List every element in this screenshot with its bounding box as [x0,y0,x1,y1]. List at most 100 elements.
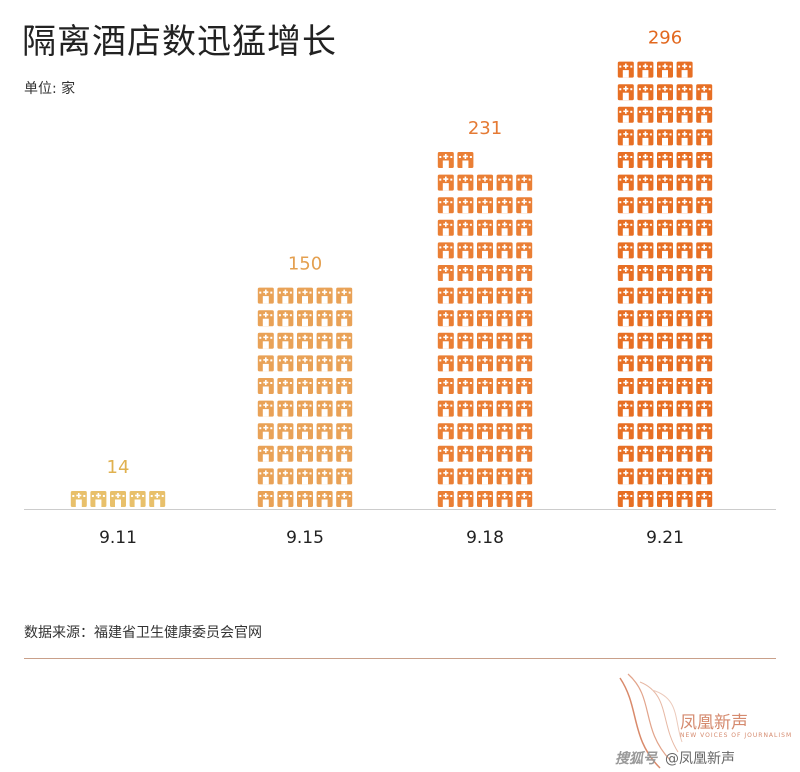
hotel-icon [477,491,493,507]
hotel-icon [437,219,454,236]
hotel-icon [477,197,493,214]
hotel-icon [516,310,533,327]
hotel-icon [676,106,693,123]
hotel-icon [437,265,454,281]
hotel-icon [617,310,634,327]
hotel-icon [657,197,673,214]
hotel-icon [437,287,454,304]
hotel-icon [257,378,274,394]
hotel-icon [696,423,713,440]
hotel-icon [637,84,654,101]
hotel-icon [457,355,474,372]
hotel-icon [637,106,654,123]
hotel-icon [496,468,513,485]
hotel-icon [457,219,474,236]
hotel-icon [457,332,474,349]
hotel-icon [696,400,713,417]
hotel-icon [277,468,294,485]
hotel-icon [696,129,713,146]
hotel-icon [617,491,634,507]
credit-text: @凤凰新声 [665,751,735,767]
hotel-icon [496,355,513,372]
credit: 搜狐号 @凤凰新声 [615,748,735,768]
hotel-icon [676,400,693,417]
hotel-icon [696,174,713,191]
hotel-icon [496,445,513,462]
hotel-icon [437,152,454,168]
hotel-icon [437,445,454,462]
hotel-icon [457,491,474,507]
hotel-icon [477,242,493,259]
hotel-icon [496,287,513,304]
hotel-icon [657,310,673,327]
logo-tagline: NEW VOICES OF JOURNALISM [680,732,793,739]
hotel-icon [316,355,333,372]
hotel-icon [316,491,333,507]
hotel-icon [657,445,673,462]
hotel-icon [657,423,673,440]
hotel-icon [657,84,673,101]
hotel-icon [696,468,713,485]
hotel-icon [129,491,146,507]
hotel-icon [316,400,333,417]
hotel-icon [516,265,533,281]
hotel-icon [696,242,713,259]
hotel-icon [437,468,454,485]
hotel-icon [477,355,493,372]
hotel-icon [637,265,654,281]
hotel-icon [617,174,634,191]
hotel-icon [336,355,353,372]
hotel-icon [516,242,533,259]
hotel-icon [277,287,294,304]
hotel-icon [457,378,474,394]
hotel-icon [617,61,634,78]
hotel-icon [657,355,673,372]
hotel-icon [336,310,353,327]
hotel-icon [297,423,313,440]
hotel-icon [257,355,274,372]
hotel-icon [336,378,353,394]
hotel-icon [457,400,474,417]
hotel-icon [657,265,673,281]
hotel-icon [297,287,313,304]
hotel-icon [457,310,474,327]
hotel-icon [696,106,713,123]
hotel-icon [696,491,713,507]
hotel-icon [696,152,713,168]
hotel-icon [696,310,713,327]
hotel-icon [696,265,713,281]
hotel-icon [516,468,533,485]
pictogram-chart: 14 9.11 150 9.15 231 9.18 296 9.21 [24,28,776,548]
hotel-icon [496,197,513,214]
hotel-icon [336,491,353,507]
hotel-icon [637,242,654,259]
hotel-icon [657,378,673,394]
hotel-icon [457,242,474,259]
hotel-icon [657,287,673,304]
hotel-icon [477,310,493,327]
hotel-icon [696,378,713,394]
hotel-icon [257,423,274,440]
hotel-icon [676,468,693,485]
hotel-icon [657,468,673,485]
unit-label: 单位: 家 [24,81,76,97]
hotel-icon [657,491,673,507]
hotel-icon [477,378,493,394]
hotel-icon [676,174,693,191]
hotel-icon [676,265,693,281]
hotel-icon [516,287,533,304]
hotel-icon [676,242,693,259]
hotel-icon [637,378,654,394]
hotel-icon [297,355,313,372]
hotel-icon [277,445,294,462]
phoenix-logo-icon [619,673,683,769]
hotel-icon [257,468,274,485]
hotel-icon [277,355,294,372]
hotel-icon [496,174,513,191]
hotel-icon [277,332,294,349]
hotel-icon [617,219,634,236]
hotel-icon [676,129,693,146]
x-tick-label-9.21: 9.21 [646,528,684,548]
hotel-icon [477,174,493,191]
value-label-9.21: 296 [648,28,682,49]
